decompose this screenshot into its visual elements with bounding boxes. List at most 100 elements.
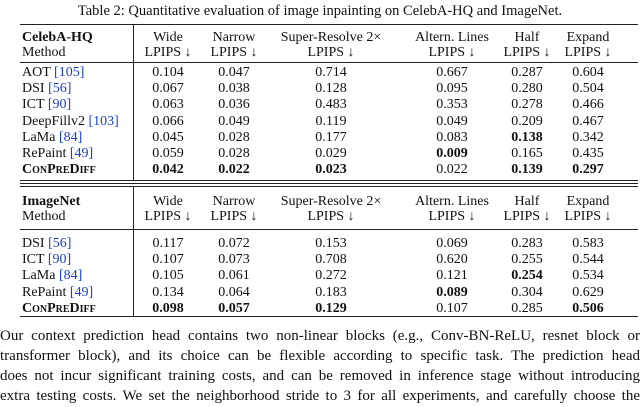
- column-metric: LPIPS ↓: [503, 45, 551, 60]
- value-cell: 0.466: [572, 97, 604, 113]
- paragraph-line: extra testing costs. We set the neighbor…: [0, 388, 640, 404]
- column-name: Altern. Lines: [415, 30, 489, 45]
- method-name: DSI: [22, 81, 45, 97]
- value-cell: 0.134: [152, 284, 184, 300]
- dataset-name: ImageNet: [22, 194, 81, 209]
- citation[interactable]: [105]: [54, 65, 85, 80]
- value-cell: 0.280: [511, 81, 543, 97]
- method-cell: RePaint [49]: [22, 146, 93, 162]
- citation[interactable]: [84]: [58, 268, 83, 284]
- value-cell: 0.583: [572, 236, 604, 251]
- method-cell: ConPreDiff: [22, 162, 96, 178]
- citation[interactable]: [90]: [47, 252, 72, 268]
- value-cell: 0.067: [152, 81, 184, 97]
- column-name: Wide: [153, 194, 183, 209]
- value-cell: 0.063: [152, 97, 184, 113]
- column-name: Super-Resolve 2×: [280, 30, 382, 45]
- method-name: RePaint: [22, 146, 67, 161]
- method-label: Method: [22, 45, 66, 60]
- citation[interactable]: [49]: [69, 284, 94, 300]
- column-name: Expand: [566, 194, 610, 209]
- value-cell: 0.107: [152, 252, 184, 268]
- column-metric: LPIPS ↓: [144, 209, 192, 224]
- value-cell: 0.045: [152, 129, 184, 145]
- value-cell: 0.278: [511, 97, 543, 113]
- column-metric: LPIPS ↓: [564, 45, 612, 60]
- column-metric: LPIPS ↓: [210, 209, 258, 224]
- method-cell: ICT [90]: [22, 97, 71, 113]
- method-name: ICT: [22, 252, 45, 268]
- column-name: Narrow: [212, 30, 256, 45]
- value-cell: 0.177: [315, 129, 347, 145]
- method-cell: LaMa [84]: [22, 268, 82, 284]
- value-cell: 0.604: [572, 65, 604, 80]
- value-cell: 0.255: [511, 252, 543, 268]
- rule: [20, 180, 638, 181]
- method-cell: LaMa [84]: [22, 130, 82, 146]
- citation[interactable]: [56]: [48, 236, 72, 251]
- column-name: Expand: [566, 30, 610, 45]
- value-cell: 0.059: [152, 146, 184, 161]
- value-cell: 0.028: [218, 129, 250, 145]
- value-cell: 0.287: [511, 65, 543, 80]
- value-cell: 0.049: [218, 113, 250, 129]
- method-name: ConPreDiff: [22, 300, 96, 316]
- column-metric: LPIPS ↓: [564, 209, 612, 224]
- paragraph-line: transformer block), and its choice can b…: [0, 348, 640, 364]
- value-cell: 0.483: [315, 97, 347, 113]
- value-cell: 0.083: [436, 129, 468, 145]
- column-name: Super-Resolve 2×: [280, 194, 382, 209]
- column-metric: LPIPS ↓: [144, 45, 192, 60]
- column-name: Altern. Lines: [415, 194, 489, 209]
- rule: [20, 186, 638, 187]
- value-cell: 0.272: [315, 268, 347, 284]
- rule: [20, 62, 638, 63]
- rule: [20, 229, 638, 230]
- rule: [20, 316, 638, 317]
- value-cell: 0.028: [218, 146, 250, 161]
- value-cell: 0.064: [218, 284, 250, 300]
- citation[interactable]: [56]: [48, 81, 72, 97]
- value-cell: 0.353: [436, 97, 468, 113]
- value-cell: 0.138: [511, 129, 543, 145]
- rule: [20, 24, 638, 25]
- column-name: Half: [514, 194, 540, 209]
- citation[interactable]: [84]: [58, 129, 83, 145]
- paragraph-line: does not incur significant training cost…: [0, 368, 640, 384]
- value-cell: 0.038: [218, 81, 250, 97]
- value-cell: 0.506: [572, 300, 604, 316]
- citation[interactable]: [49]: [69, 146, 94, 161]
- value-cell: 0.047: [218, 65, 250, 80]
- value-cell: 0.057: [218, 300, 250, 316]
- value-cell: 0.283: [511, 236, 543, 251]
- value-cell: 0.049: [436, 113, 468, 129]
- value-cell: 0.708: [315, 252, 347, 268]
- value-cell: 0.042: [152, 162, 184, 178]
- method-name: LaMa: [22, 268, 56, 284]
- method-cell: DSI [56]: [22, 236, 71, 252]
- column-metric: LPIPS ↓: [210, 45, 258, 60]
- value-cell: 0.061: [218, 268, 250, 284]
- value-cell: 0.066: [152, 113, 184, 129]
- paragraph-line: Our context prediction head contains two…: [0, 328, 640, 344]
- value-cell: 0.119: [315, 113, 347, 129]
- value-cell: 0.139: [511, 162, 543, 178]
- rule: [20, 183, 638, 184]
- column-metric: LPIPS ↓: [307, 45, 355, 60]
- value-cell: 0.107: [436, 300, 468, 316]
- column-name: Narrow: [212, 194, 256, 209]
- value-cell: 0.129: [315, 300, 347, 316]
- citation[interactable]: [103]: [88, 113, 119, 129]
- value-cell: 0.098: [152, 300, 184, 316]
- value-cell: 0.209: [511, 113, 543, 129]
- method-name: RePaint: [22, 284, 67, 300]
- value-cell: 0.183: [315, 284, 347, 300]
- method-cell: ICT [90]: [22, 252, 71, 268]
- column-metric: LPIPS ↓: [503, 209, 551, 224]
- table-caption: Table 2: Quantitative evaluation of imag…: [77, 3, 563, 19]
- citation[interactable]: [90]: [47, 97, 72, 113]
- value-cell: 0.544: [572, 252, 604, 268]
- method-name: AOT: [22, 65, 51, 80]
- value-cell: 0.342: [572, 129, 604, 145]
- value-cell: 0.153: [315, 236, 347, 251]
